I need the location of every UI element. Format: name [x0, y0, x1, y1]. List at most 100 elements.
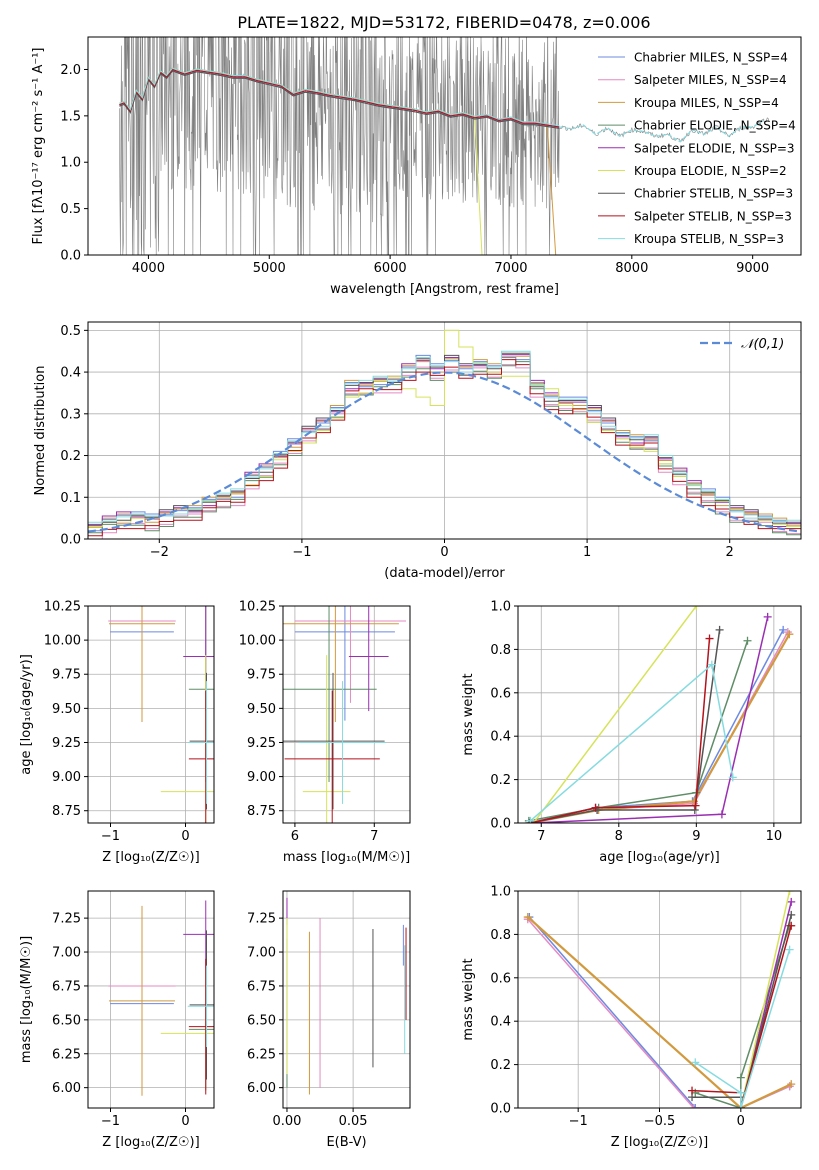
- point-marker: [705, 634, 714, 643]
- grid-lines: [518, 890, 801, 1109]
- axes-frame: −1 0 6.00 6.25 6.50 6.75 7.00 7.25 Z [log₁₀(Z/Z☉…: [19, 890, 215, 1150]
- y-tick-label: 10.25: [239, 600, 276, 615]
- residual-legend: 𝒩(0,1): [700, 337, 784, 352]
- y-tick-label: 1.0: [490, 600, 511, 615]
- weight-line-8: [531, 638, 711, 823]
- weight-line-2: [527, 918, 790, 1108]
- point-marker: [689, 1104, 698, 1108]
- x-tick-label: 7000: [494, 261, 527, 276]
- histogram-step-9: [88, 350, 801, 523]
- y-axis-label: mass weight: [461, 958, 476, 1040]
- point-marker: [787, 910, 796, 919]
- point-marker: [785, 945, 794, 954]
- weight-vs-age-panel: 7 8 9 10 0.0 0.2 0.4 0.6 0.8 1.0 age [log₁₀(age/yr…: [461, 600, 802, 865]
- y-tick-label: 1.5: [60, 109, 81, 124]
- grid-lines: [283, 605, 410, 823]
- y-tick-label: 0.0: [60, 249, 81, 264]
- y-tick-label: 0.3: [60, 407, 81, 422]
- y-tick-label: 1.0: [60, 156, 81, 171]
- y-tick-label: 9.50: [247, 702, 276, 717]
- axes-spine: [517, 605, 802, 824]
- point-marker: [728, 773, 737, 782]
- x-tick-label: 7: [537, 829, 545, 844]
- point-marker: [743, 636, 752, 645]
- y-axis-label: mass weight: [461, 673, 476, 755]
- point-marker: [715, 625, 724, 634]
- axes-frame: 6 7 8.75 9.00 9.25 9.50 9.75 10.00 10.25 mass [lo…: [239, 600, 411, 865]
- weight-line-6: [532, 606, 697, 823]
- y-tick-label: 0.5: [60, 324, 81, 339]
- y-tick-label: 6.00: [52, 1081, 81, 1096]
- histogram-step-8: [88, 359, 801, 537]
- y-tick-label: 0.2: [490, 773, 511, 788]
- plot-area: [108, 900, 214, 1096]
- y-tick-label: 2.0: [60, 63, 81, 78]
- x-tick-label: 5000: [253, 261, 286, 276]
- y-tick-label: 0.0: [490, 817, 511, 832]
- y-tick-label: 0.2: [60, 449, 81, 464]
- weight-line-6: [740, 891, 791, 1108]
- legend-label: Chabrier MILES, N_SSP=4: [634, 51, 788, 65]
- legend-label: Chabrier STELIB, N_SSP=3: [634, 187, 793, 201]
- plot-area: [524, 606, 794, 823]
- axes-frame: −1 0 8.75 9.00 9.25 9.50 9.75 10.00 10.25 Z [log₁…: [19, 600, 215, 865]
- legend-label: Kroupa MILES, N_SSP=4: [634, 96, 779, 110]
- x-tick-label: 2: [726, 545, 734, 560]
- mass-vs-ebv-panel: 0.00 0.05 6.00 6.25 6.50 6.75 7.00 7.25 E(B-V): [247, 890, 411, 1150]
- y-tick-label: 7.00: [247, 946, 276, 961]
- y-tick-label: 9.00: [52, 770, 81, 785]
- y-tick-label: 0.0: [490, 1102, 511, 1117]
- normal-reference-curve: [88, 371, 801, 533]
- x-tick-label: −2: [150, 545, 169, 560]
- age-vs-mass-panel: 6 7 8.75 9.00 9.25 9.50 9.75 10.00 10.25 mass [lo…: [239, 600, 411, 865]
- y-tick-label: 9.75: [247, 668, 276, 683]
- y-tick-label: 9.75: [52, 668, 81, 683]
- weight-line-3: [529, 633, 791, 823]
- x-axis-label: mass [log₁₀(M/M☉)]: [283, 850, 410, 865]
- x-tick-label: 6: [291, 829, 299, 844]
- y-tick-label: 9.25: [247, 736, 276, 751]
- x-tick-label: 7: [370, 829, 378, 844]
- y-tick-label: 0.8: [490, 928, 511, 943]
- point-marker: [688, 1086, 697, 1095]
- x-tick-label: 9000: [736, 261, 769, 276]
- spectrum-panel: 4000 5000 6000 7000 8000 9000 0.0 0.5 1.0 1.5 2.0 w…: [31, 36, 802, 297]
- mass-vs-metallicity-panel: −1 0 6.00 6.25 6.50 6.75 7.00 7.25 Z [log₁₀(Z/Z☉…: [19, 890, 215, 1150]
- x-tick-label: 0: [737, 1114, 745, 1129]
- point-marker: [779, 625, 788, 634]
- legend-label: Chabrier ELODIE, N_SSP=4: [634, 119, 796, 133]
- point-marker: [692, 606, 701, 610]
- y-tick-label: 0.6: [490, 686, 511, 701]
- y-tick-label: 1.0: [490, 885, 511, 900]
- y-tick-label: 6.50: [52, 1013, 81, 1028]
- y-tick-label: 6.00: [247, 1081, 276, 1096]
- grid-lines: [518, 605, 801, 824]
- model-line-9: [119, 67, 560, 127]
- axes-frame: 0.00 0.05 6.00 6.25 6.50 6.75 7.00 7.25 E(B-V): [247, 890, 411, 1150]
- y-tick-label: 8.75: [247, 804, 276, 819]
- y-tick-label: 9.00: [247, 770, 276, 785]
- point-marker: [787, 921, 796, 930]
- y-axis-label: mass [log₁₀(M/M☉)]: [19, 936, 34, 1063]
- point-marker: [736, 1088, 745, 1097]
- axes-spine: [87, 890, 215, 1109]
- point-marker: [707, 660, 716, 669]
- plot-area: [286, 897, 407, 1095]
- x-tick-label: 9: [692, 829, 700, 844]
- residual-panel: −2 −1 0 1 2 0.0 0.1 0.2 0.3 0.4 0.5 (data-model)/er…: [33, 321, 802, 581]
- y-tick-label: 0.8: [490, 643, 511, 658]
- y-tick-label: 6.75: [247, 979, 276, 994]
- x-tick-label: −1: [101, 1114, 120, 1129]
- y-tick-label: 6.25: [247, 1047, 276, 1062]
- x-tick-label: 0: [181, 1114, 189, 1129]
- age-vs-metallicity-panel: −1 0 8.75 9.00 9.25 9.50 9.75 10.00 10.25 Z [log₁…: [19, 600, 215, 865]
- x-tick-label: 0.00: [272, 1114, 301, 1129]
- y-tick-label: 7.25: [247, 912, 276, 927]
- y-tick-label: 10.00: [44, 634, 81, 649]
- y-tick-label: 6.25: [52, 1047, 81, 1062]
- plot-area: [523, 891, 796, 1108]
- y-tick-label: 7.00: [52, 946, 81, 961]
- point-marker: [691, 1104, 700, 1108]
- x-axis-label: Z [log₁₀(Z/Z☉)]: [102, 850, 199, 865]
- model-line-8: [119, 68, 560, 128]
